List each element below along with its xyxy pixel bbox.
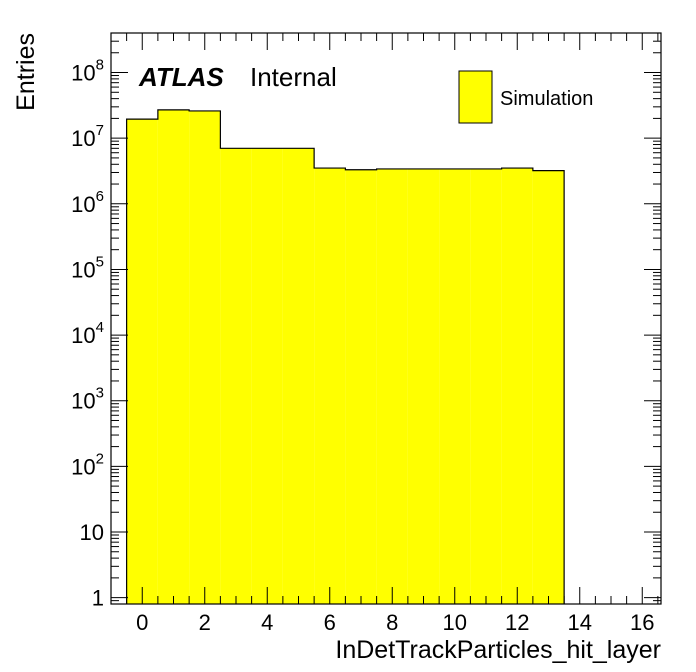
histogram-bar (282, 148, 315, 604)
x-tick-label: 12 (505, 610, 529, 635)
bars-layer (126, 109, 565, 605)
histogram-bar (532, 170, 565, 604)
legend-swatch (458, 70, 493, 124)
histogram-bar (251, 148, 283, 604)
x-tick-label: 2 (199, 610, 211, 635)
histogram-outline (126, 109, 565, 604)
histogram-bar (376, 168, 408, 604)
x-tick-label: 0 (136, 610, 148, 635)
ticks-layer (111, 32, 661, 605)
y-tick-label: 108 (71, 57, 104, 86)
y-tick-label: 10 (80, 520, 104, 545)
y-tick-label: 103 (71, 385, 104, 414)
histogram-bar (345, 169, 377, 605)
x-tick-label: 6 (324, 610, 336, 635)
y-tick-label: 1 (92, 586, 104, 611)
y-tick-label: 105 (71, 253, 104, 282)
histogram-bar (314, 168, 346, 605)
histogram-bar (220, 148, 252, 604)
histogram-bar (189, 110, 221, 604)
histogram-bar (439, 168, 471, 604)
x-tick-label: 8 (386, 610, 398, 635)
x-tick-label: 14 (568, 610, 592, 635)
histogram-bar (157, 109, 190, 604)
x-tick-label: 10 (443, 610, 467, 635)
y-tick-label: 104 (71, 319, 104, 348)
atlas-label: ATLAS (138, 62, 224, 92)
x-tick-label: 4 (261, 610, 273, 635)
internal-label: Internal (250, 62, 337, 92)
tick-labels-layer: 0 2 4 6 8 10 12 14 16 1 10 102 103 104 105 106 107 108 (71, 57, 654, 635)
y-axis-title: Entries (12, 33, 40, 111)
x-axis-title: InDetTrackParticles_hit_layer (335, 636, 661, 664)
histogram-bar (407, 168, 440, 604)
histogram-bar (470, 168, 502, 604)
histogram-bar (501, 168, 533, 605)
legend-label: Simulation (500, 88, 593, 110)
histogram-bar (126, 119, 158, 605)
y-tick-label: 106 (71, 188, 104, 217)
x-tick-label: 16 (630, 610, 654, 635)
plot-frame (110, 32, 662, 605)
y-tick-label: 102 (71, 450, 104, 479)
y-tick-label: 107 (71, 122, 104, 151)
